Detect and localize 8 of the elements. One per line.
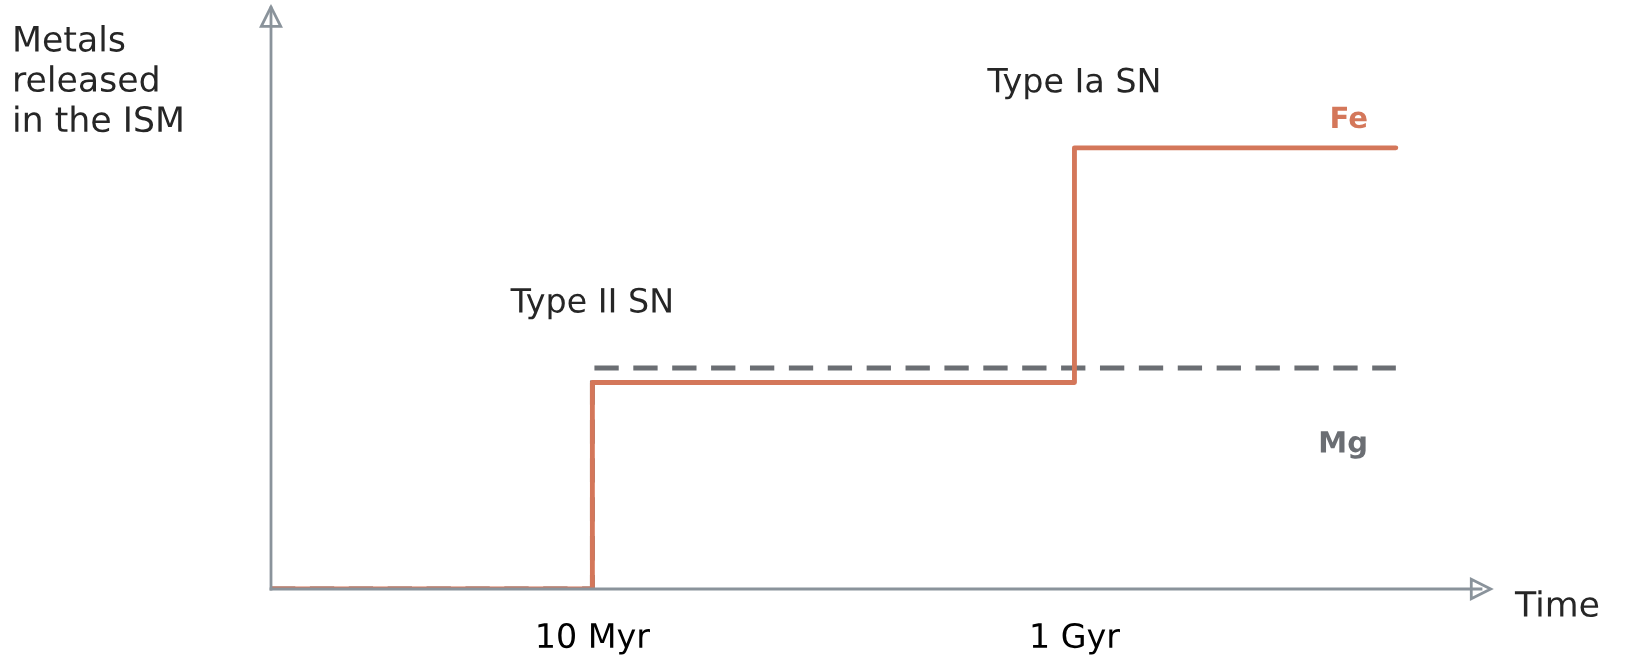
text: Mg bbox=[1320, 431, 1366, 459]
x-axis-title: Time bbox=[1514, 590, 1599, 618]
annotation: Type II SN bbox=[510, 287, 671, 320]
series-label: Fe bbox=[1332, 106, 1367, 129]
annotation: Type Ia SN bbox=[987, 67, 1159, 100]
y-axis-title: Metals released in the ISM bbox=[15, 25, 182, 133]
x-tick-label: 1 Gyr bbox=[1032, 622, 1120, 655]
x-tick-label: 10 Myr bbox=[538, 622, 650, 655]
